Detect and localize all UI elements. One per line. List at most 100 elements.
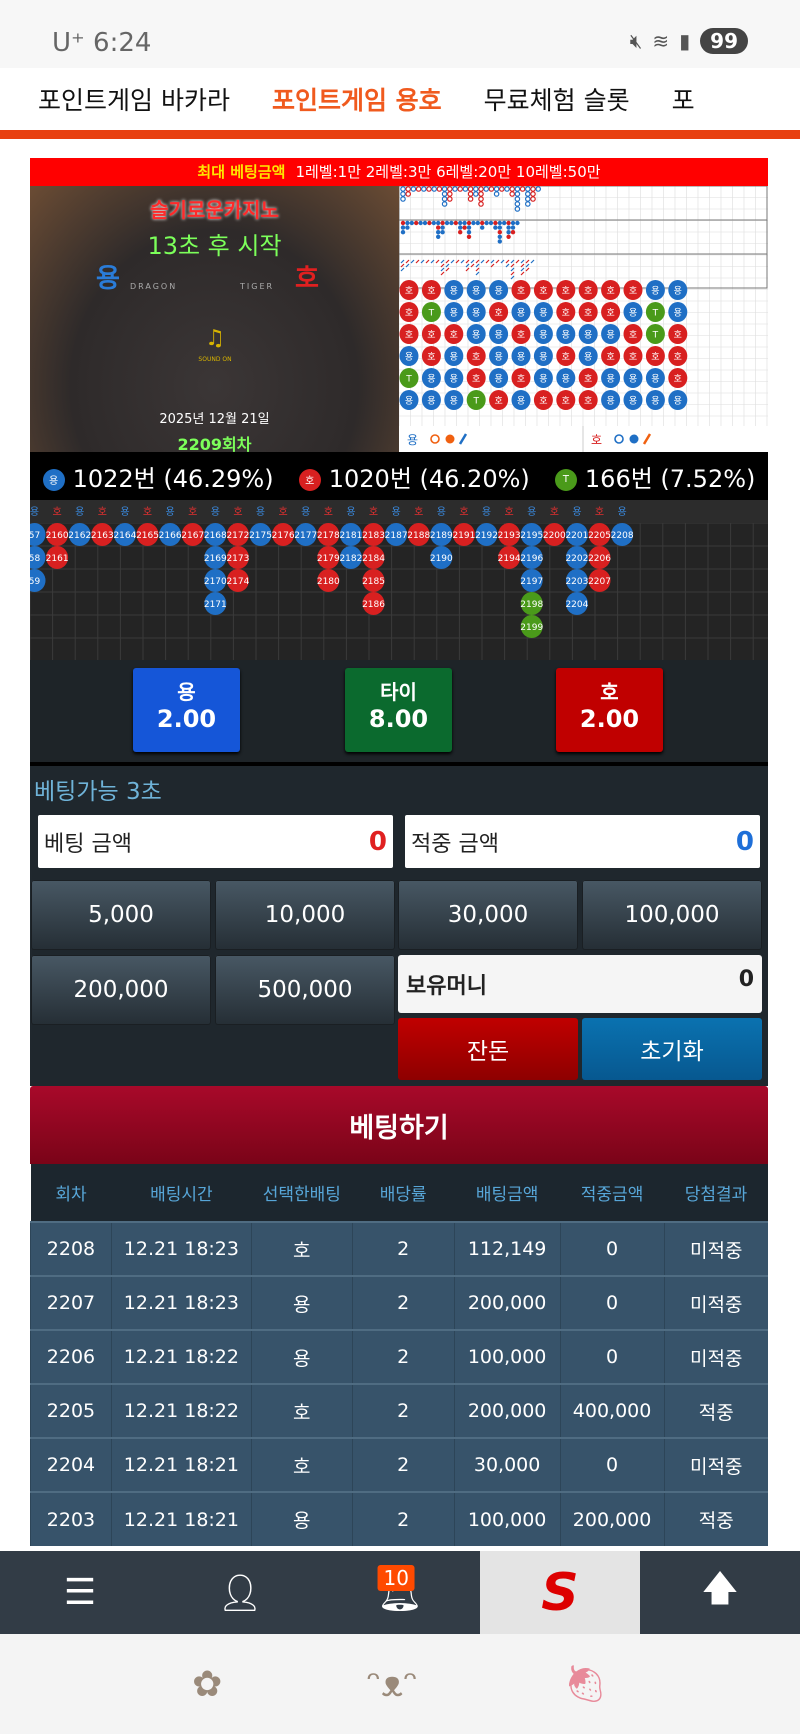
bead-plate-mark	[444, 280, 464, 300]
user-icon[interactable]: 👤︎	[217, 1572, 263, 1614]
cockroach-mark	[425, 259, 430, 264]
bead-plate-mark	[601, 346, 621, 366]
bead-number: 2172	[226, 531, 249, 541]
cockroach-mark	[520, 271, 525, 276]
bead-number: 2173	[226, 554, 249, 564]
big-road-mark	[426, 186, 432, 192]
cockroach-mark	[530, 259, 535, 264]
bet-tie-button[interactable]: 타이 8.00	[345, 668, 452, 752]
chip-10000[interactable]: 10,000	[215, 880, 395, 950]
small-road-mark	[497, 220, 502, 226]
chip-200000[interactable]: 200,000	[31, 955, 211, 1025]
arrow-up-icon[interactable]: 🡅	[701, 1568, 739, 1609]
table-cell: 12.21 18:21	[110, 1437, 252, 1492]
system-nav-bar: ✿ ᵔᴥᵔ 🍓︎	[0, 1634, 800, 1734]
big-road-mark	[514, 186, 521, 192]
column-label: 호	[414, 506, 423, 518]
chip-500000[interactable]: 500,000	[215, 955, 395, 1025]
bet-tiger-button[interactable]: 호 2.00	[556, 668, 663, 752]
big-road-mark	[535, 186, 542, 192]
tab-baccarat[interactable]: 포인트게임 바카라	[38, 86, 230, 115]
chip-5000[interactable]: 5,000	[31, 880, 211, 950]
bet-dragon-button[interactable]: 용 2.00	[133, 668, 240, 752]
big-road-mark	[525, 191, 531, 197]
tab-free-slot[interactable]: 무료체험 슬롯	[483, 86, 630, 115]
tab-dragon-tiger[interactable]: 포인트게임 용호	[271, 86, 442, 115]
cockroach-mark	[405, 263, 410, 268]
bead-number: 2192	[475, 531, 498, 541]
bead-plate-label: 용	[427, 374, 435, 385]
bead-plate-mark	[623, 324, 643, 344]
table-row: 2208 12.21 18:23 호 2 112,149 0 미적중	[30, 1221, 768, 1276]
big-road-mark	[514, 191, 521, 197]
bead-plate-mark	[645, 302, 665, 322]
big-road-mark	[514, 201, 521, 207]
bead-b	[565, 523, 588, 546]
column-label: 호	[279, 506, 288, 518]
big-road-mark	[488, 186, 495, 192]
bead-plate-label: 호	[427, 286, 435, 297]
bead-number: 2174	[226, 577, 249, 587]
bead-number: 2190	[430, 554, 453, 564]
table-cell: 용	[250, 1275, 353, 1330]
bead-plate-mark	[399, 346, 419, 366]
cockroach-mark	[440, 271, 445, 276]
bead-plate-mark	[668, 302, 688, 322]
big-road-mark	[478, 191, 484, 197]
sound-icon[interactable]: ♫	[205, 326, 225, 351]
cockroach-mark	[475, 267, 480, 272]
bead-plate-mark	[623, 302, 643, 322]
chip-100000[interactable]: 100,000	[582, 880, 762, 950]
bet-odds: 2.00	[579, 705, 640, 733]
bead-number: 2175	[249, 531, 272, 541]
cockroach-mark	[510, 271, 515, 276]
bead-number: 2162	[68, 531, 91, 541]
tab-more[interactable]: 포	[671, 86, 695, 115]
bead-number: 2207	[588, 577, 611, 587]
table-row: 2206 12.21 18:22 용 2 100,000 0 미적중	[30, 1329, 768, 1384]
bead-number: 2182	[339, 554, 362, 564]
table-cell: 100,000	[453, 1329, 561, 1384]
table-cell: 2207	[30, 1275, 112, 1330]
bead-plate-mark	[556, 390, 576, 410]
cockroach-mark	[520, 259, 525, 264]
dragon-count: 1022번 (46.29%)	[72, 464, 274, 493]
strawberry-icon[interactable]: 🍓︎	[562, 1664, 608, 1705]
cockroach-mark	[470, 259, 475, 264]
small-road-mark	[405, 220, 410, 226]
table-cell: 200,000	[559, 1491, 665, 1546]
bead-plate-mark	[533, 390, 553, 410]
bead-plate-mark	[601, 390, 621, 410]
site-logo[interactable]: S	[480, 1551, 640, 1634]
bead-plate-label: 용	[606, 330, 614, 341]
tiger-count: 1020번 (46.20%)	[328, 464, 530, 493]
tiger-marker: 호	[295, 264, 319, 294]
dragon-marker: 용	[96, 264, 120, 294]
bead-number: 2200	[543, 531, 566, 541]
column-label: 용	[211, 506, 220, 518]
reset-button[interactable]: 초기화	[582, 1018, 762, 1080]
bunny-icon[interactable]: ᵔᴥᵔ	[366, 1664, 419, 1705]
menu-icon[interactable]: ☰	[63, 1572, 97, 1613]
signal-icon: ▮	[679, 29, 691, 53]
bead-number: 2171	[204, 600, 227, 610]
place-bet-button[interactable]: 베팅하기	[30, 1086, 768, 1164]
small-road-mark	[497, 239, 502, 244]
logo-s: S	[541, 1562, 579, 1623]
bead-plate-label: 호	[494, 308, 502, 319]
flower-icon[interactable]: ✿	[192, 1663, 223, 1705]
bead-plate-mark	[645, 346, 665, 366]
bead-plate-mark	[421, 280, 441, 300]
change-button[interactable]: 잔돈	[398, 1018, 578, 1080]
bead-b	[30, 523, 46, 546]
bead-r	[91, 523, 114, 546]
bead-number: 2206	[588, 554, 611, 564]
bead-b	[30, 569, 46, 592]
chip-30000[interactable]: 30,000	[398, 880, 578, 950]
bead-b	[204, 523, 227, 546]
small-road-mark	[493, 220, 498, 226]
bead-number: 2168	[204, 531, 227, 541]
bell-icon[interactable]: 🔔︎ 10	[377, 1565, 423, 1614]
bead-plate-label: 용	[651, 374, 659, 385]
table-cell: 2205	[30, 1383, 112, 1438]
